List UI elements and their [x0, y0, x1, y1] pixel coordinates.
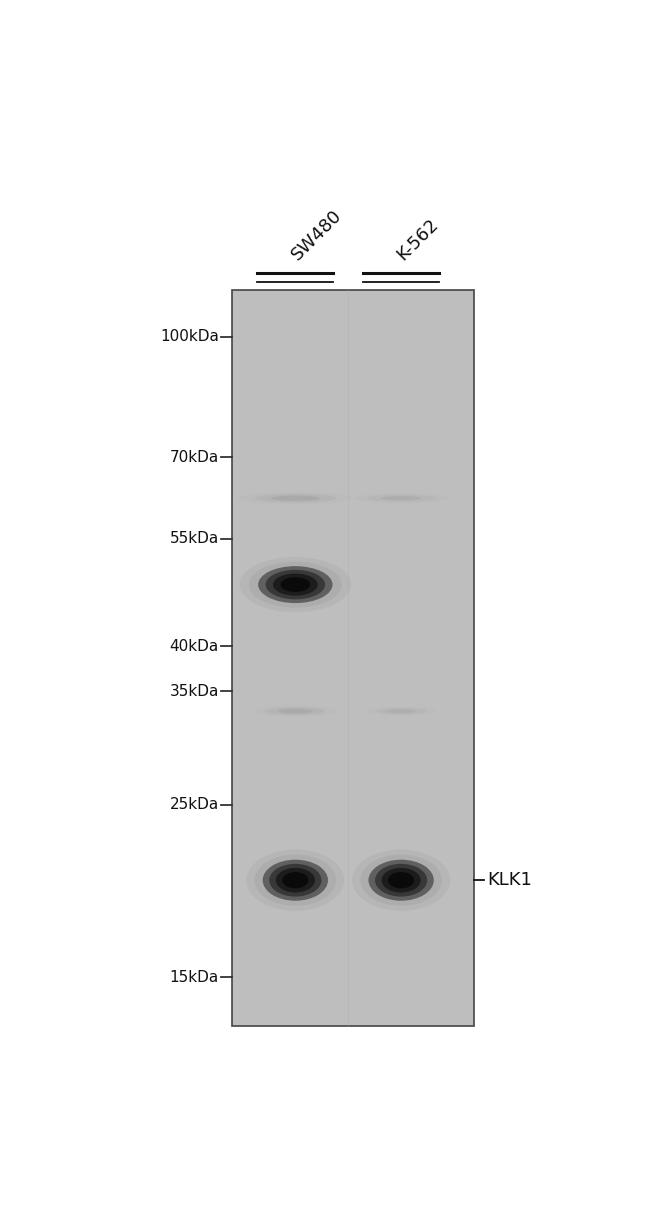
Ellipse shape — [255, 494, 336, 502]
Ellipse shape — [366, 707, 436, 715]
Text: 100kDa: 100kDa — [160, 329, 219, 345]
Text: 40kDa: 40kDa — [170, 639, 219, 653]
Text: 70kDa: 70kDa — [170, 450, 219, 465]
Ellipse shape — [367, 495, 435, 502]
Ellipse shape — [271, 496, 320, 501]
Ellipse shape — [354, 494, 448, 503]
Ellipse shape — [276, 868, 315, 893]
Ellipse shape — [240, 557, 351, 612]
Ellipse shape — [269, 864, 322, 897]
Ellipse shape — [369, 860, 434, 900]
Ellipse shape — [273, 574, 318, 595]
Ellipse shape — [258, 566, 333, 603]
Ellipse shape — [382, 868, 421, 893]
Text: 25kDa: 25kDa — [170, 797, 219, 812]
Ellipse shape — [381, 496, 422, 501]
Ellipse shape — [263, 860, 328, 900]
Ellipse shape — [280, 577, 310, 592]
Ellipse shape — [386, 709, 416, 713]
Ellipse shape — [352, 849, 450, 911]
Text: SW480: SW480 — [288, 206, 345, 264]
Ellipse shape — [254, 705, 337, 716]
Ellipse shape — [266, 570, 325, 599]
Bar — [233, 289, 474, 1026]
Ellipse shape — [263, 860, 328, 900]
Ellipse shape — [282, 872, 308, 888]
Ellipse shape — [278, 709, 313, 714]
Ellipse shape — [266, 707, 325, 715]
Text: 55kDa: 55kDa — [170, 531, 219, 546]
Ellipse shape — [388, 872, 414, 888]
Ellipse shape — [376, 708, 426, 714]
Ellipse shape — [375, 864, 427, 897]
Ellipse shape — [369, 860, 434, 900]
Ellipse shape — [246, 849, 344, 911]
Text: KLK1: KLK1 — [487, 871, 532, 889]
Ellipse shape — [360, 854, 442, 906]
Text: 35kDa: 35kDa — [170, 684, 219, 698]
Text: K-562: K-562 — [393, 215, 442, 264]
Ellipse shape — [258, 566, 333, 603]
Ellipse shape — [238, 492, 352, 505]
Ellipse shape — [249, 561, 342, 607]
Ellipse shape — [255, 854, 336, 906]
Text: 15kDa: 15kDa — [170, 970, 219, 985]
